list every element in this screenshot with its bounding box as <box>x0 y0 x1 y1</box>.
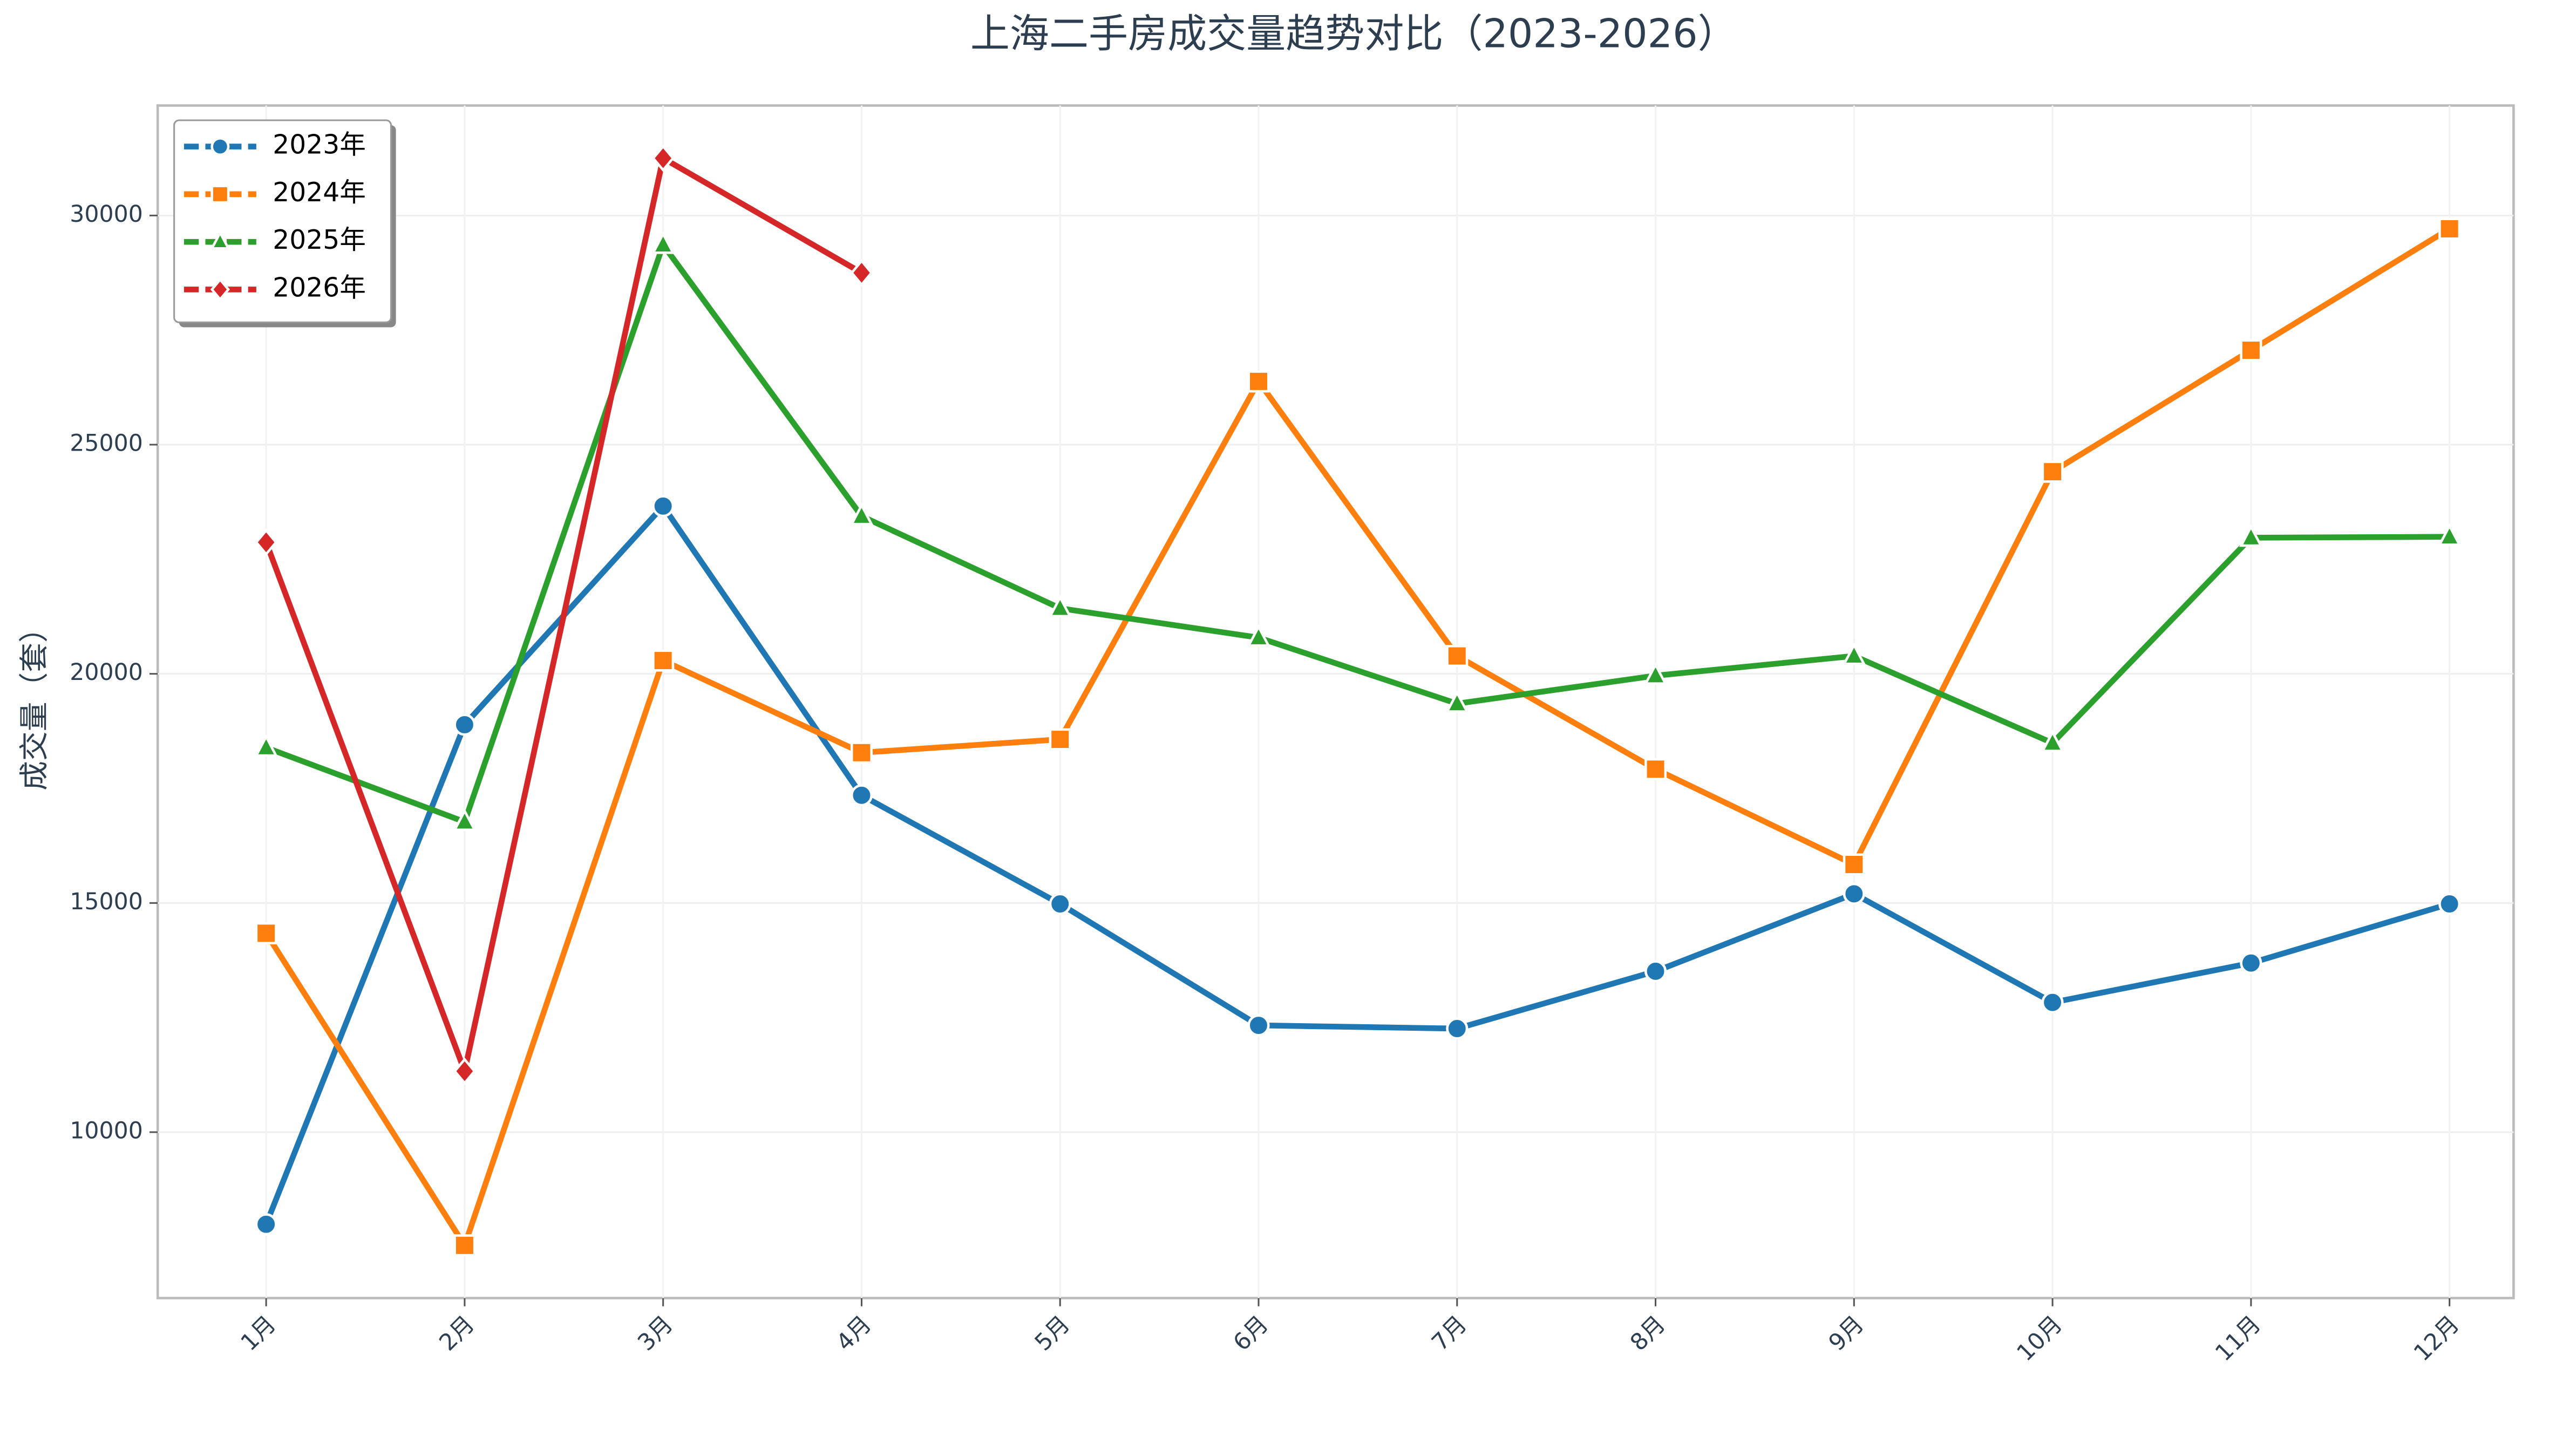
data-point <box>2041 729 2065 752</box>
y-tick-label: 25000 <box>70 430 143 457</box>
data-point <box>254 528 278 556</box>
data-point <box>2041 460 2064 483</box>
y-tick-label: 10000 <box>70 1117 143 1144</box>
data-point <box>2041 991 2064 1014</box>
legend-label: 2025年 <box>273 225 366 255</box>
data-point <box>850 259 873 287</box>
legend-marker <box>209 230 230 250</box>
y-tick-label: 20000 <box>70 659 143 686</box>
legend-label: 2024年 <box>273 178 366 208</box>
data-point <box>652 649 675 672</box>
data-point <box>255 922 277 944</box>
y-tick-label: 30000 <box>70 201 143 228</box>
data-point <box>1246 624 1271 647</box>
chart-title: 上海二手房成交量趋势对比（2023-2026） <box>970 11 1737 57</box>
data-point <box>1247 370 1270 393</box>
data-point <box>1446 644 1469 668</box>
data-point <box>1048 595 1072 618</box>
legend-label: 2026年 <box>273 273 366 303</box>
data-point <box>2437 523 2462 546</box>
data-point <box>2438 217 2461 240</box>
data-point <box>453 1234 476 1257</box>
legend-marker <box>210 137 230 156</box>
data-point <box>850 741 873 764</box>
y-axis-label: 成交量（套） <box>17 613 51 791</box>
legend-box <box>173 119 392 323</box>
data-point <box>849 502 874 526</box>
legend: 2023年 2024年 2025年 2026年 <box>173 119 396 328</box>
data-point <box>651 144 675 172</box>
data-point <box>2240 952 2262 975</box>
data-point <box>1644 960 1667 983</box>
data-point <box>254 734 278 757</box>
data-point <box>1842 642 1866 665</box>
series-line <box>263 503 2451 1226</box>
data-point <box>453 713 476 736</box>
legend-label: 2023年 <box>273 130 366 160</box>
series-line <box>263 155 864 1074</box>
data-point <box>1445 690 1469 713</box>
data-point <box>2438 893 2461 915</box>
data-point <box>2239 524 2263 547</box>
legend-marker <box>210 277 230 302</box>
data-point <box>255 1213 277 1236</box>
plot-frame <box>156 104 2515 1299</box>
y-tick-label: 15000 <box>70 888 143 915</box>
data-point <box>1643 662 1668 685</box>
data-point <box>1843 853 1865 876</box>
data-point <box>1644 758 1667 780</box>
data-point <box>652 495 675 518</box>
series-line <box>263 226 2451 1249</box>
data-point <box>1446 1017 1469 1040</box>
data-point <box>452 808 477 831</box>
legend-marker <box>210 185 230 204</box>
data-point <box>651 231 675 254</box>
data-point <box>2240 339 2262 362</box>
series-line <box>265 242 2450 825</box>
data-point <box>850 784 873 807</box>
data-point <box>1049 893 1071 915</box>
data-point <box>1843 882 1865 905</box>
data-point <box>1049 728 1071 751</box>
data-point <box>1247 1014 1270 1037</box>
data-point <box>453 1057 477 1085</box>
